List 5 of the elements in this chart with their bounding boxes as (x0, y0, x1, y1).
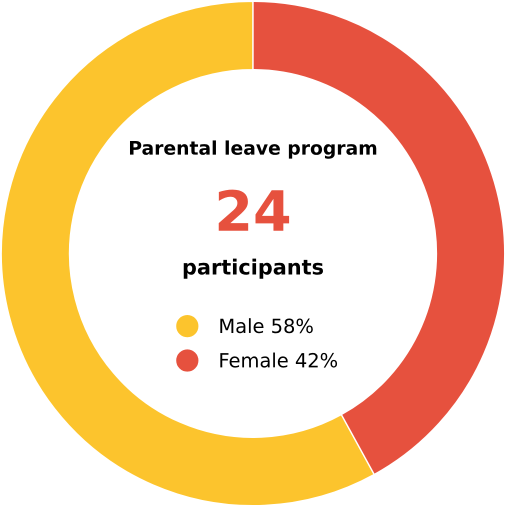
legend-label: Male 58% (220, 318, 313, 334)
text: 24 (218, 190, 290, 231)
text: participants (184, 258, 324, 279)
legend-label: Female 42% (220, 352, 338, 368)
text: Parental leave program (130, 140, 376, 159)
